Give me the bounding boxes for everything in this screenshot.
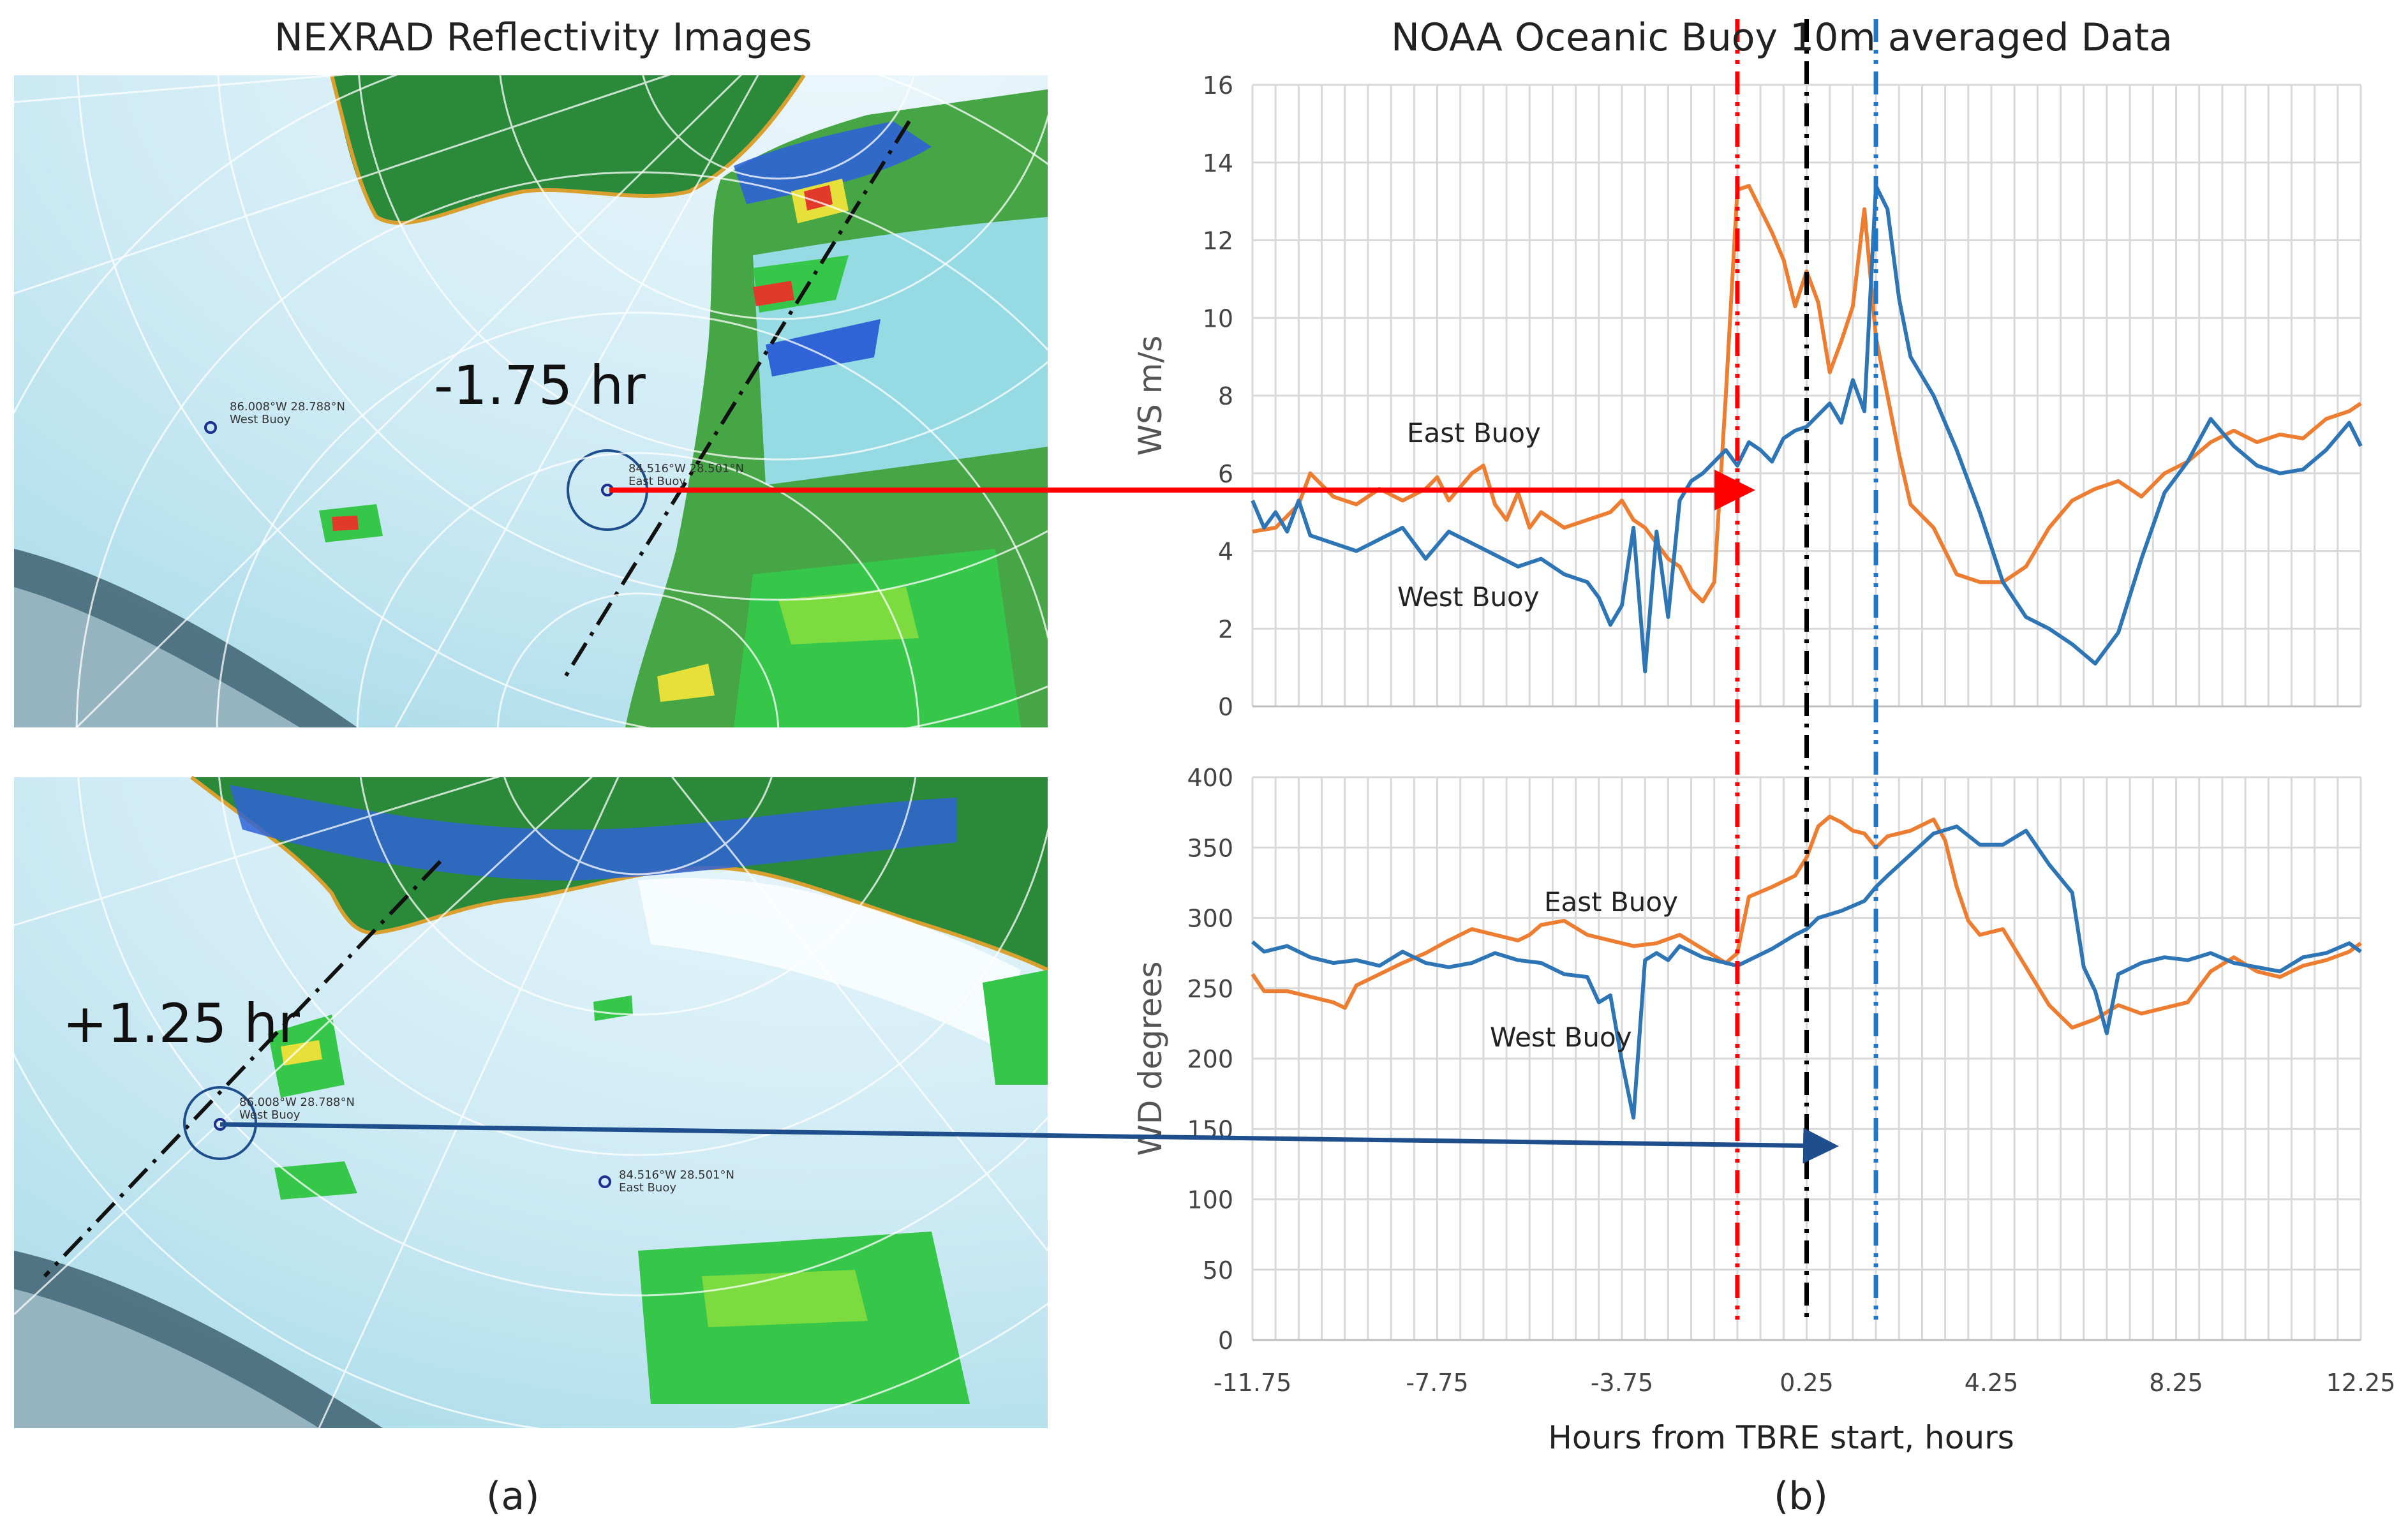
range-rings-bottom [0, 31, 1341, 1437]
series-line-east-buoy [1252, 184, 2362, 604]
y-tick-label: 300 [1187, 905, 1233, 933]
y-tick-label: 6 [1218, 460, 1233, 488]
bottom-east-buoy-label: 84.516°W 28.501°N East Buoy [619, 1169, 734, 1195]
top-time-label: -1.75 hr [434, 354, 646, 417]
east-buoy-marker-bottom [598, 1175, 611, 1188]
y-tick-label: 200 [1187, 1045, 1233, 1073]
wd-west-buoy-annotation: West Buoy [1490, 1022, 1632, 1053]
y-axis-label: WS m/s [1132, 336, 1169, 456]
x-tick-label: 12.25 [2326, 1369, 2396, 1397]
wd-east-buoy-annotation: East Buoy [1544, 886, 1678, 918]
y-tick-label: 50 [1203, 1256, 1233, 1285]
bottom-east-buoy-name: East Buoy [619, 1181, 676, 1195]
blue-arrow [219, 1122, 1839, 1164]
y-tick-label: 0 [1218, 1327, 1233, 1355]
west-buoy-marker-top [204, 421, 217, 434]
y-tick-label: 250 [1187, 975, 1233, 1003]
bottom-west-buoy-label: 86.008°W 28.788°N West Buoy [239, 1096, 355, 1122]
top-west-buoy-coord: 86.008°W 28.788°N [230, 400, 345, 413]
bottom-west-buoy-coord: 86.008°W 28.788°N [239, 1096, 355, 1109]
x-tick-label: -11.75 [1214, 1369, 1292, 1397]
top-east-buoy-coord: 84.516°W 28.501°N [628, 462, 744, 475]
top-east-buoy-label: 84.516°W 28.501°N East Buoy [628, 463, 744, 488]
gridlines [1251, 84, 2362, 708]
top-west-buoy-name: West Buoy [230, 413, 291, 426]
series-line-west-buoy [1251, 824, 2362, 1120]
panel-a-title: NEXRAD Reflectivity Images [274, 15, 812, 60]
y-tick-label: 12 [1203, 227, 1233, 255]
panel-b-label: (b) [1774, 1474, 1828, 1519]
y-tick-label: 8 [1218, 382, 1233, 410]
y-tick-label: 350 [1187, 834, 1233, 862]
series-line-west-buoy [1251, 184, 2363, 674]
x-tick-label: 0.25 [1780, 1369, 1834, 1397]
x-tick-label: -7.75 [1406, 1369, 1468, 1397]
y-tick-label: 0 [1218, 693, 1233, 721]
buoy-charts: 0 2 4 6 8 10 12 14 16 WS m/s East Buoy West Buoy 0 50… [1132, 19, 2395, 1456]
y-tick-label: 4 [1218, 538, 1233, 566]
ws-east-buoy-annotation: East Buoy [1407, 417, 1541, 449]
y-tick-label: 10 [1203, 304, 1233, 332]
panel-a-label: (a) [486, 1474, 540, 1519]
x-tick-label: 8.25 [2149, 1369, 2203, 1397]
x-tick-label: -3.75 [1591, 1369, 1653, 1397]
x-axis-label: Hours from TBRE start, hours [1548, 1419, 2014, 1456]
bottom-east-buoy-coord: 84.516°W 28.501°N [619, 1168, 734, 1182]
top-east-buoy-name: East Buoy [628, 475, 686, 488]
y-tick-label: 100 [1187, 1186, 1233, 1214]
x-tick-label: 4.25 [1965, 1369, 2019, 1397]
y-tick-label: 400 [1187, 764, 1233, 792]
y-tick-label: 16 [1203, 71, 1233, 100]
radar-map-bottom [0, 31, 1341, 1437]
ws-west-buoy-annotation: West Buoy [1397, 581, 1540, 613]
bottom-time-label: +1.25 hr [63, 992, 300, 1055]
chart-wind-speed: 0 2 4 6 8 10 12 14 16 WS m/s East Buoy West Buoy [1132, 71, 2363, 721]
y-tick-label: 2 [1218, 615, 1233, 643]
bottom-west-buoy-name: West Buoy [239, 1108, 301, 1122]
panel-b-title: NOAA Oceanic Buoy 10m averaged Data [1391, 15, 2173, 60]
series-line-east-buoy [1251, 814, 2362, 1030]
y-axis-label: WD degrees [1132, 961, 1169, 1156]
top-west-buoy-label: 86.008°W 28.788°N West Buoy [230, 401, 345, 426]
y-tick-label: 14 [1203, 149, 1233, 177]
